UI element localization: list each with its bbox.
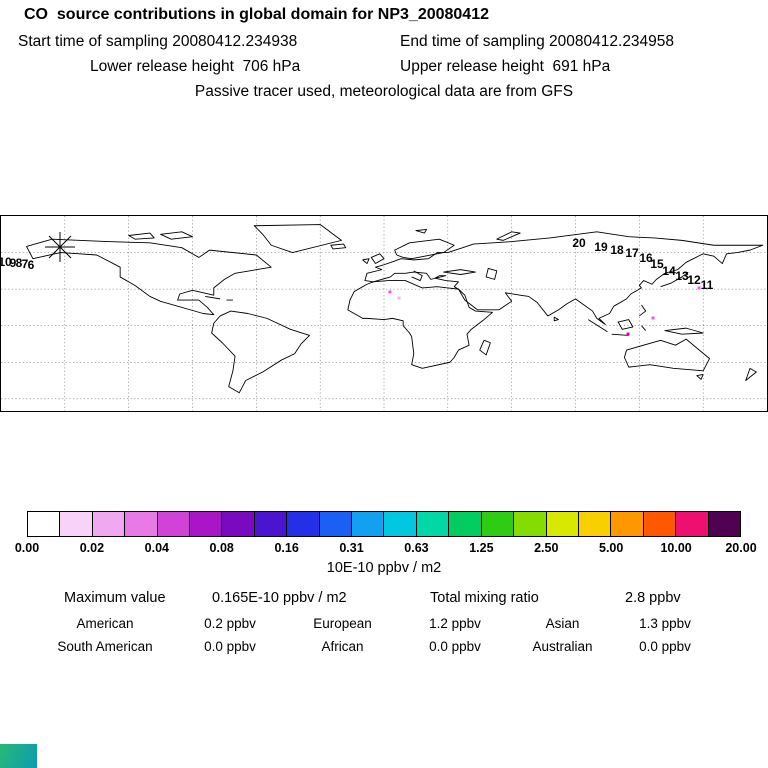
- trajectory-marker: 7: [21, 257, 29, 271]
- region-value: 0.0 ppbv: [639, 639, 691, 654]
- colorbar-tick: 0.08: [209, 541, 234, 555]
- colorbar-tick: 20.00: [725, 541, 757, 555]
- contribution-hotspot: [397, 296, 401, 300]
- colorbar-segment: [286, 512, 319, 536]
- trajectory-marker: 13: [675, 269, 689, 283]
- colorbar-tick: 2.50: [534, 541, 559, 555]
- trajectory-marker: 16: [639, 251, 653, 265]
- trajectory-marker: 9: [9, 256, 17, 270]
- release-site-marker: [45, 232, 75, 262]
- stats-line: Maximum value 0.165E-10 ppbv / m2 Total …: [0, 590, 768, 610]
- colorbar-tick: 10.00: [660, 541, 692, 555]
- colorbar-segment: [91, 512, 125, 536]
- colorbar-ticks: 0.00 0.02 0.04 0.08 0.16 0.31 0.63 1.25 2.50 5.00…: [15, 541, 757, 557]
- colorbar-segment: [513, 512, 546, 536]
- region-contributions: American 0.2 ppbv European 1.2 ppbv Asian 1.3…: [30, 612, 710, 658]
- colorbar-segment: [253, 512, 287, 536]
- figure-title: CO source contributions in global domain…: [24, 6, 489, 23]
- colorbar-segment: [124, 512, 157, 536]
- region-name: American: [76, 616, 134, 631]
- contribution-hotspot: [697, 286, 701, 290]
- region-value: 0.2 ppbv: [204, 616, 256, 631]
- max-value: 0.165E-10 ppbv / m2: [212, 590, 347, 606]
- tracer-note-text: Passive tracer used, meteorological data…: [194, 83, 574, 100]
- colorbar-segment: [383, 512, 416, 536]
- colorbar-segment: [707, 512, 740, 536]
- colorbar-segment: [156, 512, 190, 536]
- corner-logo-swatch: [0, 744, 37, 768]
- trajectory-marker: 19: [594, 240, 608, 254]
- colorbar-segment: [480, 512, 514, 536]
- colorbar-segment: [189, 512, 222, 536]
- region-name: African: [321, 639, 364, 654]
- region-name: European: [313, 616, 372, 631]
- trajectory-marker: 15: [650, 257, 664, 271]
- trajectory-marker: 17: [625, 246, 639, 260]
- total-ratio-value: 2.8 ppbv: [625, 590, 681, 606]
- trajectory-marker: 11: [700, 278, 714, 292]
- trajectory-marker: 12: [687, 273, 701, 287]
- total-ratio-label: Total mixing ratio: [430, 590, 539, 606]
- world-map-svg: [1, 216, 767, 411]
- trajectory-marker: 8: [15, 256, 23, 270]
- colorbar-segment: [545, 512, 578, 536]
- asterisk-icon: [45, 232, 75, 262]
- colorbar-tick: 5.00: [599, 541, 624, 555]
- region-name: Australian: [532, 639, 593, 654]
- colorbar-segment: [415, 512, 449, 536]
- colorbar-segment: [221, 512, 254, 536]
- trajectory-marker: 10: [0, 255, 12, 269]
- max-value-label: Maximum value: [64, 590, 166, 606]
- region-name: South American: [57, 639, 153, 654]
- trajectory-marker: 14: [662, 264, 676, 278]
- contribution-hotspot: [626, 332, 630, 336]
- colorbar-tick: 0.31: [339, 541, 364, 555]
- colorbar-segment: [448, 512, 481, 536]
- end-time-text: End time of sampling 20080412.234958: [400, 33, 675, 50]
- colorbar-tick: 0.04: [144, 541, 169, 555]
- region-value: 0.0 ppbv: [429, 639, 481, 654]
- colorbar-segment: [577, 512, 611, 536]
- contribution-hotspot: [651, 316, 655, 320]
- lower-release-text: Lower release height 706 hPa: [90, 58, 301, 75]
- graticule: [1, 216, 767, 411]
- colorbar-segment: [59, 512, 92, 536]
- colorbar-segment: [28, 512, 60, 536]
- colorbar-tick: 0.02: [79, 541, 105, 555]
- colorbar-tick: 0.00: [14, 541, 40, 555]
- colorbar-segment: [318, 512, 352, 536]
- world-map: 20 19 18 17 16 15 14 13 12 11 10 9 8 7 6: [0, 215, 768, 412]
- colorbar-segment: [351, 512, 384, 536]
- start-time-text: Start time of sampling 20080412.234938: [18, 33, 298, 50]
- colorbar-segment: [610, 512, 643, 536]
- colorbar-units-label: 10E-10 ppbv / m2: [326, 560, 442, 576]
- trajectory-marker: 20: [572, 236, 586, 250]
- region-value: 1.2 ppbv: [429, 616, 481, 631]
- trajectory-marker: 18: [610, 243, 624, 257]
- coastlines: [27, 225, 763, 393]
- colorbar-tick: 0.16: [274, 541, 299, 555]
- trajectory-marker: 6: [27, 258, 35, 272]
- colorbar: [27, 511, 741, 537]
- region-name: Asian: [545, 616, 580, 631]
- colorbar-tick: 0.63: [404, 541, 429, 555]
- upper-release-text: Upper release height 691 hPa: [400, 58, 611, 75]
- region-value: 1.3 ppbv: [639, 616, 691, 631]
- colorbar-segment: [642, 512, 676, 536]
- colorbar-segment: [675, 512, 708, 536]
- region-value: 0.0 ppbv: [204, 639, 256, 654]
- colorbar-tick: 1.25: [469, 541, 494, 555]
- contribution-hotspot: [388, 290, 392, 294]
